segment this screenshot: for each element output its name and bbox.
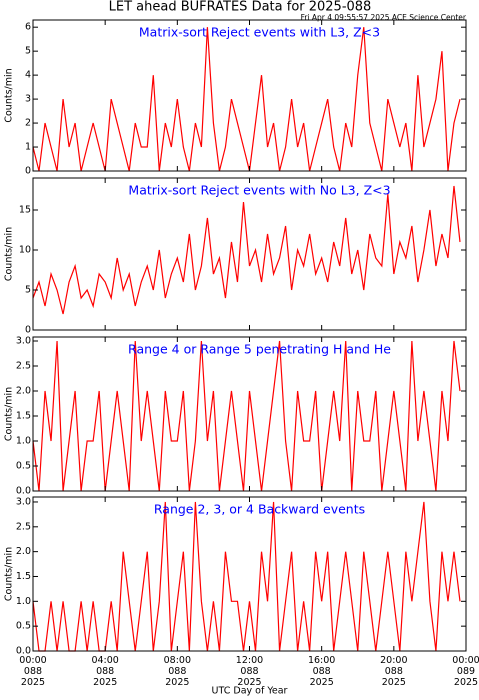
y-tick-label: 1.5 xyxy=(16,571,31,582)
y-tick-label: 5 xyxy=(25,285,31,296)
plot-frame xyxy=(32,336,467,492)
x-tick-label: 08:00 088 2025 xyxy=(164,655,191,688)
y-tick-label: 15 xyxy=(19,205,31,216)
y-tick-label: 0.0 xyxy=(16,486,31,497)
panel-title: Matrix-sort Reject events with No L3, Z<… xyxy=(128,183,390,198)
y-tick-label: 0 xyxy=(25,166,31,177)
timestamp: Fri Apr 4 09:55:57 2025 ACE Science Cent… xyxy=(301,13,467,22)
data-line xyxy=(32,185,461,315)
x-axis-label: UTC Day of Year xyxy=(212,686,288,697)
y-axis-label: Counts/min xyxy=(4,547,15,601)
y-tick-label: 0.5 xyxy=(16,621,31,632)
panel-title: Range 4 or Range 5 penetrating H and He xyxy=(128,342,391,357)
y-tick-label: 2.0 xyxy=(16,546,31,557)
y-tick-label: 0.5 xyxy=(16,461,31,472)
y-tick-label: 3.0 xyxy=(16,496,31,507)
y-tick-label: 2.0 xyxy=(16,386,31,397)
y-axis-label: Counts/min xyxy=(4,68,15,122)
panel-title: Range 2, 3, or 4 Backward events xyxy=(154,502,365,517)
plot-frame xyxy=(32,19,467,172)
y-tick-label: 1.0 xyxy=(16,436,31,447)
y-tick-label: 0.0 xyxy=(16,646,31,657)
y-tick-label: 3 xyxy=(25,94,31,105)
x-tick-label: 00:00 088 2025 xyxy=(19,655,46,688)
x-tick-label: 20:00 088 2025 xyxy=(380,655,407,688)
plot-frame xyxy=(32,177,467,331)
y-axis-label: Counts/min xyxy=(4,227,15,281)
y-tick-label: 4 xyxy=(25,70,31,81)
y-tick-label: 1.5 xyxy=(16,411,31,422)
x-tick-label: 12:00 088 2025 xyxy=(236,655,263,688)
y-tick-label: 6 xyxy=(25,22,31,33)
y-axis-label: Counts/min xyxy=(4,387,15,441)
y-tick-label: 0 xyxy=(25,325,31,336)
data-line xyxy=(32,340,461,492)
y-tick-label: 1 xyxy=(25,142,31,153)
data-line xyxy=(32,27,461,172)
y-tick-label: 2.5 xyxy=(16,521,31,532)
y-tick-label: 2 xyxy=(25,118,31,129)
x-tick-label: 16:00 088 2025 xyxy=(308,655,335,688)
page-title: LET ahead BUFRATES Data for 2025-088 xyxy=(109,0,372,15)
x-tick-label: 04:00 088 2025 xyxy=(91,655,118,688)
panel-title: Matrix-sort Reject events with L3, Z<3 xyxy=(139,25,380,40)
x-tick-label: 00:00 089 2025 xyxy=(452,655,479,688)
y-tick-label: 2.5 xyxy=(16,361,31,372)
y-tick-label: 3.0 xyxy=(16,336,31,347)
y-tick-label: 1.0 xyxy=(16,596,31,607)
data-line xyxy=(32,501,461,652)
y-tick-label: 10 xyxy=(19,245,31,256)
y-tick-label: 5 xyxy=(25,46,31,57)
